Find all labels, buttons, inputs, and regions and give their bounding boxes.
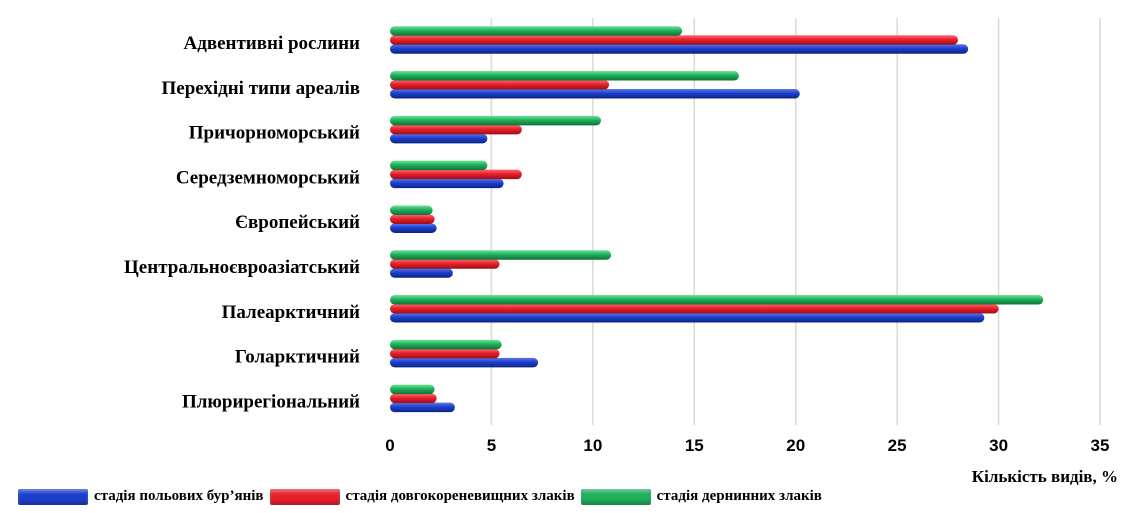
legend-label-3: стадія дернинних злаків (656, 488, 822, 504)
chart-svg: Адвентивні рослини Перехідні типи ареалів… (124, 18, 1118, 486)
category-label: Європейський (235, 212, 360, 233)
legend-item-1: стадія польових бур’янів (18, 488, 264, 505)
bar-red (390, 80, 610, 90)
bar-blue (390, 268, 453, 278)
x-tick-labels: 0 5 10 15 20 25 30 35 (385, 436, 1109, 455)
bar-green (390, 160, 488, 171)
category-label: Перехідні типи ареалів (162, 78, 361, 99)
legend-label-1: стадія польових бур’янів (94, 488, 264, 504)
legend-item-2: стадія довгокореневищних злаків (269, 488, 575, 505)
category-labels: Адвентивні рослини Перехідні типи ареалів… (124, 33, 360, 412)
x-axis-title: Кількість видів, % (972, 467, 1118, 486)
bar-red (390, 214, 435, 224)
legend-swatch-red (269, 488, 340, 505)
bar-green (390, 205, 433, 215)
x-tick-label: 25 (888, 436, 907, 455)
category-label: Причорноморський (189, 123, 360, 144)
bar-green (390, 339, 502, 350)
bar-blue (390, 89, 800, 99)
legend: стадія польових бур’янів стадія довгокор… (18, 488, 828, 505)
category-label: Середземноморський (176, 167, 360, 188)
x-tick-label: 15 (685, 436, 704, 455)
bar-green (390, 26, 683, 36)
legend-label-2: стадія довгокореневищних злаків (345, 488, 575, 504)
bar-green (390, 384, 435, 395)
bar-green (390, 250, 612, 260)
category-label: Палеарктичний (222, 302, 360, 323)
bar-blue (390, 178, 504, 189)
x-tick-label: 0 (385, 436, 394, 455)
category-label: Голарктичний (235, 347, 360, 368)
bar-red (390, 169, 522, 180)
x-tick-label: 10 (583, 436, 602, 455)
bar-red (390, 304, 999, 314)
x-tick-label: 30 (989, 436, 1008, 455)
bar-blue (390, 357, 539, 368)
bar-blue (390, 313, 985, 323)
bar-blue (390, 133, 488, 144)
bar-red (390, 259, 500, 269)
legend-swatch-green (580, 488, 651, 505)
bar-blue (390, 223, 437, 233)
bar-green (390, 71, 739, 81)
bar-blue (390, 44, 969, 54)
bar-red (390, 348, 500, 359)
x-tick-label: 35 (1091, 436, 1110, 455)
bar-red (390, 35, 958, 45)
bar-green (390, 295, 1044, 305)
x-tick-label: 5 (487, 436, 496, 455)
bars-group (390, 26, 1044, 413)
bar-red (390, 393, 437, 404)
category-label: Центральноєвроазіатський (124, 257, 360, 278)
category-label: Адвентивні рослини (184, 33, 361, 54)
x-tick-label: 20 (786, 436, 805, 455)
bar-green (390, 115, 601, 126)
bar-red (390, 124, 522, 135)
legend-swatch-blue (18, 488, 88, 505)
legend-item-3: стадія дернинних злаків (580, 488, 822, 505)
category-label: Плюрирегіональний (182, 391, 360, 412)
bar-blue (390, 402, 455, 413)
